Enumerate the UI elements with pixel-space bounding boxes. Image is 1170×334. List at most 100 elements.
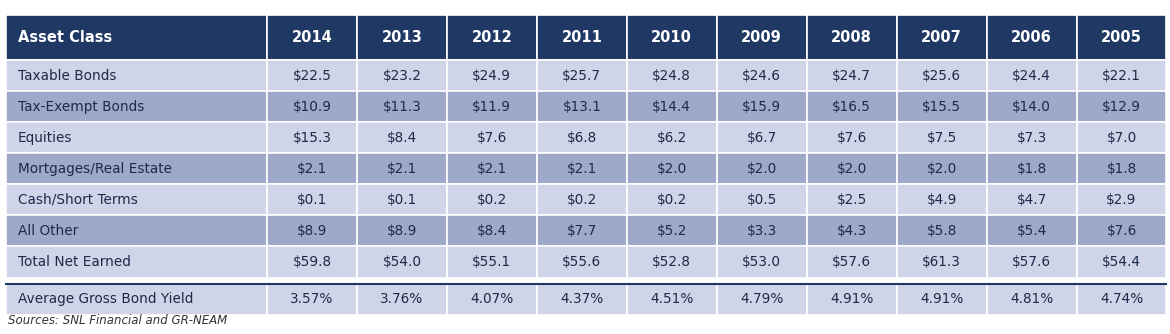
Text: 2010: 2010	[652, 30, 693, 45]
Text: 2014: 2014	[291, 30, 332, 45]
Text: Equities: Equities	[18, 131, 73, 145]
Text: $57.6: $57.6	[832, 255, 872, 269]
Text: 2005: 2005	[1101, 30, 1142, 45]
Text: $5.4: $5.4	[1017, 224, 1047, 238]
Text: Total Net Earned: Total Net Earned	[18, 255, 130, 269]
Bar	[896, 91, 986, 122]
Bar	[717, 284, 806, 315]
Text: $22.1: $22.1	[1102, 69, 1141, 82]
Bar	[986, 184, 1076, 215]
Bar	[806, 60, 896, 91]
Bar	[6, 284, 267, 315]
Text: 2007: 2007	[921, 30, 962, 45]
Bar	[6, 153, 267, 184]
Bar	[986, 15, 1076, 60]
Bar	[986, 91, 1076, 122]
Text: $4.9: $4.9	[927, 193, 957, 207]
Text: 4.74%: 4.74%	[1100, 292, 1143, 306]
Bar	[6, 215, 267, 246]
Text: 4.51%: 4.51%	[651, 292, 694, 306]
Text: $11.3: $11.3	[383, 100, 421, 114]
Text: 2009: 2009	[742, 30, 782, 45]
Bar	[627, 284, 717, 315]
Text: $15.5: $15.5	[922, 100, 962, 114]
Bar	[357, 15, 447, 60]
Bar	[537, 91, 627, 122]
Bar	[627, 91, 717, 122]
Bar	[267, 15, 357, 60]
Text: $22.5: $22.5	[292, 69, 331, 82]
Text: Asset Class: Asset Class	[18, 30, 112, 45]
Text: $8.4: $8.4	[387, 131, 417, 145]
Bar	[447, 184, 537, 215]
Bar	[357, 122, 447, 153]
Bar	[806, 122, 896, 153]
Bar	[627, 215, 717, 246]
Text: 4.79%: 4.79%	[741, 292, 784, 306]
Text: $2.1: $2.1	[297, 162, 328, 176]
Bar	[896, 122, 986, 153]
Text: $6.2: $6.2	[656, 131, 687, 145]
Text: $2.0: $2.0	[927, 162, 957, 176]
Bar	[806, 215, 896, 246]
Text: $61.3: $61.3	[922, 255, 961, 269]
Text: $6.7: $6.7	[746, 131, 777, 145]
Bar	[6, 246, 267, 278]
Bar	[357, 153, 447, 184]
Bar	[806, 184, 896, 215]
Bar	[986, 153, 1076, 184]
Bar	[1076, 284, 1166, 315]
Text: $7.3: $7.3	[1017, 131, 1047, 145]
Bar	[627, 184, 717, 215]
Bar	[896, 153, 986, 184]
Text: $2.9: $2.9	[1107, 193, 1137, 207]
Bar	[1076, 15, 1166, 60]
Text: $8.4: $8.4	[476, 224, 507, 238]
Bar	[447, 153, 537, 184]
Text: 2011: 2011	[562, 30, 603, 45]
Bar	[627, 60, 717, 91]
Bar	[986, 284, 1076, 315]
Text: $0.2: $0.2	[476, 193, 507, 207]
Text: 4.07%: 4.07%	[470, 292, 514, 306]
Text: Tax-Exempt Bonds: Tax-Exempt Bonds	[18, 100, 144, 114]
Text: $12.9: $12.9	[1102, 100, 1141, 114]
Bar	[627, 122, 717, 153]
Bar	[1076, 122, 1166, 153]
Text: $55.6: $55.6	[563, 255, 601, 269]
Bar	[6, 60, 267, 91]
Text: $2.0: $2.0	[837, 162, 867, 176]
Bar	[1076, 246, 1166, 278]
Bar	[6, 15, 267, 60]
Text: $7.6: $7.6	[476, 131, 507, 145]
Text: $5.8: $5.8	[927, 224, 957, 238]
Text: Cash/Short Terms: Cash/Short Terms	[18, 193, 137, 207]
Bar	[447, 215, 537, 246]
Bar	[717, 60, 806, 91]
Bar	[357, 284, 447, 315]
Bar	[357, 246, 447, 278]
Text: $4.7: $4.7	[1017, 193, 1047, 207]
Text: $25.7: $25.7	[563, 69, 601, 82]
Bar	[537, 284, 627, 315]
Text: 2006: 2006	[1011, 30, 1052, 45]
Bar	[1076, 215, 1166, 246]
Bar	[267, 122, 357, 153]
Bar	[717, 122, 806, 153]
Text: $7.5: $7.5	[927, 131, 957, 145]
Text: $11.9: $11.9	[473, 100, 511, 114]
Text: $54.4: $54.4	[1102, 255, 1141, 269]
Bar	[447, 15, 537, 60]
Text: $2.1: $2.1	[566, 162, 597, 176]
Text: $0.1: $0.1	[297, 193, 328, 207]
Bar	[267, 246, 357, 278]
Text: $4.3: $4.3	[837, 224, 867, 238]
Text: $2.1: $2.1	[387, 162, 417, 176]
Text: Sources: SNL Financial and GR-NEAM: Sources: SNL Financial and GR-NEAM	[8, 314, 227, 327]
Text: 4.81%: 4.81%	[1010, 292, 1053, 306]
Text: $16.5: $16.5	[832, 100, 872, 114]
Bar	[537, 122, 627, 153]
Text: $52.8: $52.8	[652, 255, 691, 269]
Text: $15.3: $15.3	[292, 131, 331, 145]
Bar	[806, 15, 896, 60]
